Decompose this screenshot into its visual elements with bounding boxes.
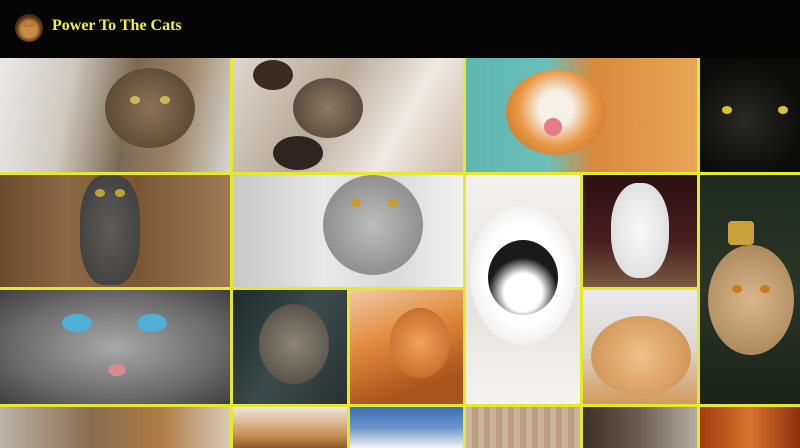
white-cat-photo[interactable] <box>350 407 463 448</box>
tabby-cat-sniffing-photo[interactable] <box>233 290 347 404</box>
orange-cat-licking-photo[interactable] <box>466 58 697 172</box>
ginger-kitten-playing-photo[interactable] <box>350 290 463 404</box>
cat-with-crown-photo[interactable] <box>700 175 800 404</box>
cat-gallery-grid <box>0 58 800 448</box>
blue-eyed-cat-closeup-photo[interactable] <box>0 290 230 404</box>
silver-tabby-cat-photo[interactable] <box>233 175 463 287</box>
tabby-cat-lying-photo[interactable] <box>0 58 230 172</box>
site-title[interactable]: Power To The Cats <box>52 17 182 34</box>
cat-avatar-icon[interactable] <box>15 14 43 42</box>
site-header: Power To The Cats <box>0 0 800 58</box>
fluffy-cat-photo[interactable] <box>0 407 230 448</box>
knitted-blanket-cat-photo[interactable] <box>466 407 580 448</box>
black-cat-eyes-photo[interactable] <box>700 58 800 172</box>
cat-with-mushrooms-photo[interactable] <box>233 407 347 448</box>
black-white-cat-in-tube-photo[interactable] <box>466 175 580 404</box>
cats-playing-paws-photo[interactable] <box>233 58 463 172</box>
ginger-cat-sleeping-photo[interactable] <box>583 290 697 404</box>
gray-kitten-standing-photo[interactable] <box>0 175 230 287</box>
white-kitten-photo[interactable] <box>583 175 697 287</box>
orange-autumn-cat-photo[interactable] <box>700 407 800 448</box>
tabby-kitten-photo[interactable] <box>583 407 697 448</box>
